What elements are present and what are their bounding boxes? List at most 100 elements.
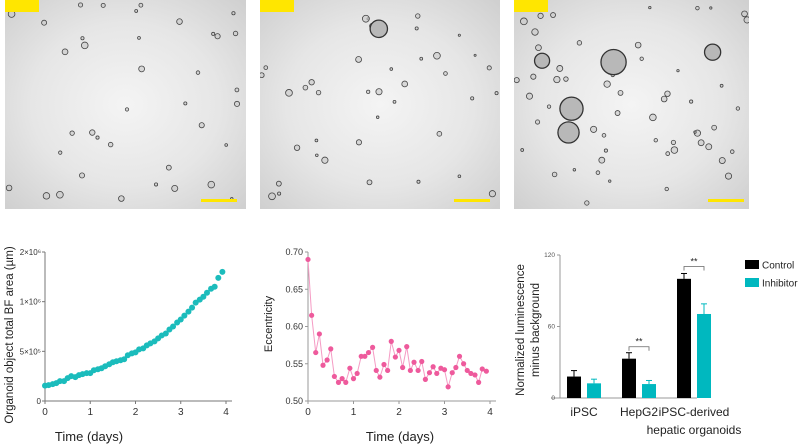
cell — [572, 168, 577, 172]
cell — [473, 53, 477, 57]
cell — [718, 157, 726, 164]
cell — [665, 151, 671, 156]
micrograph-day2 — [260, 0, 500, 209]
cell — [457, 174, 462, 179]
data-point — [392, 354, 398, 360]
cell — [546, 104, 552, 109]
cell — [293, 144, 301, 151]
cell — [670, 139, 677, 146]
y-axis-label: Normalized luminescence — [515, 264, 527, 396]
cell — [595, 170, 601, 175]
x-tick-label: 3 — [442, 407, 448, 418]
x-tick-label: 2 — [396, 407, 402, 418]
bar-inhibitor — [697, 313, 711, 398]
data-point — [347, 365, 353, 371]
cell — [268, 192, 276, 201]
cell — [375, 88, 383, 96]
data-point — [189, 304, 196, 311]
organoid — [559, 96, 584, 121]
cell — [660, 95, 668, 103]
data-point — [464, 367, 470, 374]
cell — [392, 99, 397, 104]
cell — [314, 138, 319, 143]
cell — [603, 148, 608, 153]
cell — [741, 10, 748, 18]
cell — [695, 5, 700, 11]
cell — [488, 190, 496, 198]
cell — [526, 92, 533, 100]
data-point — [350, 376, 357, 382]
yellow-marker — [514, 0, 548, 12]
cell — [275, 180, 282, 187]
y-axis-label: Eccentricity — [263, 295, 275, 352]
scale-bar — [708, 199, 744, 202]
data-point — [400, 364, 406, 371]
cell — [134, 9, 139, 13]
cell — [556, 65, 564, 72]
data-point — [215, 274, 222, 281]
cell — [137, 36, 141, 40]
organoid — [533, 52, 551, 69]
cell — [107, 141, 114, 148]
cell — [154, 182, 159, 187]
yellow-marker — [5, 0, 39, 12]
cell — [664, 90, 671, 97]
data-point — [476, 379, 482, 385]
cell — [176, 18, 183, 25]
cell — [56, 191, 64, 199]
cell — [89, 129, 96, 136]
bar-inhibitor — [642, 384, 656, 398]
micrograph-day4 — [514, 0, 749, 209]
cell — [550, 12, 556, 18]
data-point — [434, 370, 440, 377]
y-tick-label: 0.50 — [285, 396, 303, 406]
cell — [58, 150, 63, 155]
y-tick-label: 120 — [544, 252, 555, 259]
cell — [725, 172, 733, 180]
cell — [302, 84, 309, 91]
x-tick-label: 0 — [42, 407, 48, 418]
cell — [670, 146, 679, 154]
y-tick-label: 0.65 — [285, 284, 303, 294]
cell — [743, 16, 749, 24]
category-label: iPSC-derived — [659, 405, 730, 419]
y-tick-label: 0.55 — [285, 359, 303, 369]
cell — [530, 73, 537, 80]
data-point — [200, 293, 207, 300]
data-point — [456, 353, 463, 359]
cell — [711, 124, 717, 131]
data-point — [479, 366, 485, 372]
cell — [535, 44, 542, 51]
data-point — [445, 384, 451, 390]
x-tick-label: 1 — [87, 407, 93, 418]
cell — [263, 65, 269, 70]
cell — [416, 179, 421, 184]
cell — [676, 69, 680, 73]
cell — [165, 164, 172, 171]
data-point — [328, 346, 334, 352]
cell — [232, 30, 239, 37]
data-point — [203, 289, 210, 296]
category-label: HepG2 — [620, 405, 658, 419]
data-point — [324, 357, 330, 363]
cell — [80, 36, 85, 41]
data-point — [177, 316, 184, 323]
cell — [234, 87, 240, 93]
data-point — [441, 367, 448, 373]
cell — [234, 100, 241, 107]
cell — [277, 191, 282, 196]
y-tick-label: 0.70 — [285, 247, 303, 257]
data-point — [331, 373, 337, 380]
data-point — [385, 367, 391, 374]
cell — [705, 143, 713, 151]
organoid — [557, 121, 580, 144]
cell — [214, 33, 221, 40]
x-tick-label: 4 — [223, 407, 229, 418]
cell — [617, 90, 624, 96]
cell — [376, 115, 380, 119]
cell — [361, 14, 370, 23]
cell — [41, 19, 48, 26]
category-label: iPSC — [570, 405, 598, 419]
data-point — [305, 256, 311, 263]
